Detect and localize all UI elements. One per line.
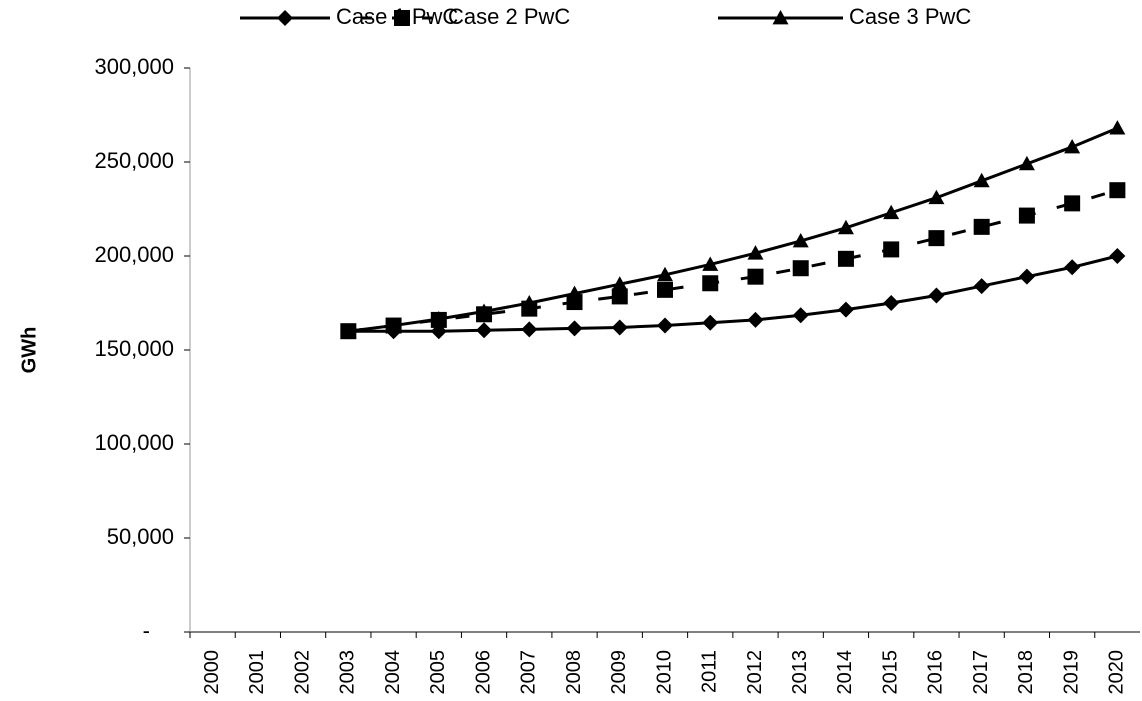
legend-label: Case 3 PwC xyxy=(849,4,971,29)
legend-label: Case 2 PwC xyxy=(448,4,570,29)
x-tick-label: 2020 xyxy=(1106,650,1128,695)
series-line xyxy=(348,126,1118,333)
marker-square xyxy=(611,288,628,305)
x-tick-label: 2019 xyxy=(1060,650,1082,695)
y-tick-label: 50,000 xyxy=(107,524,174,549)
marker-square xyxy=(702,275,719,292)
y-tick-label: 150,000 xyxy=(94,336,174,361)
marker-diamond xyxy=(657,317,673,334)
marker-triangle xyxy=(883,204,900,220)
marker-triangle xyxy=(772,10,789,25)
x-tick-label: 2007 xyxy=(518,650,540,695)
marker-triangle xyxy=(1064,138,1081,154)
x-tick-label: 2013 xyxy=(789,650,811,695)
x-tick-label: 2016 xyxy=(925,650,947,695)
marker-diamond xyxy=(883,295,900,311)
series-line xyxy=(348,188,1118,333)
marker-diamond xyxy=(1018,268,1035,285)
x-tick-label: 2001 xyxy=(246,650,268,695)
marker-square xyxy=(1018,207,1035,224)
marker-triangle xyxy=(747,245,764,260)
marker-square xyxy=(1109,182,1126,199)
marker-diamond xyxy=(973,278,990,295)
y-tick-label: - xyxy=(143,618,150,643)
y-tick-label: 250,000 xyxy=(94,148,174,173)
marker-triangle xyxy=(1109,120,1126,135)
marker-diamond xyxy=(792,307,809,324)
marker-triangle xyxy=(476,303,493,318)
x-tick-label: 2002 xyxy=(291,650,313,695)
marker-diamond xyxy=(476,322,493,339)
x-tick-label: 2008 xyxy=(563,650,585,695)
marker-diamond xyxy=(611,319,628,336)
x-tick-label: 2004 xyxy=(382,650,404,695)
x-tick-label: 2018 xyxy=(1015,650,1037,695)
marker-triangle xyxy=(521,295,538,310)
x-tick-label: 2005 xyxy=(427,650,449,695)
x-tick-label: 2012 xyxy=(744,650,766,695)
series-line xyxy=(348,254,1118,333)
marker-triangle xyxy=(928,189,945,205)
x-tick-label: 2015 xyxy=(879,650,901,695)
marker-triangle xyxy=(1018,155,1035,171)
marker-square xyxy=(747,268,764,285)
marker-triangle xyxy=(657,266,673,282)
x-tick-label: 2003 xyxy=(337,650,359,695)
marker-square xyxy=(394,10,410,26)
marker-diamond xyxy=(1064,259,1081,276)
marker-diamond xyxy=(747,311,764,328)
x-tick-label: 2009 xyxy=(608,650,630,695)
x-tick-label: 2000 xyxy=(201,650,223,695)
marker-triangle xyxy=(385,317,402,332)
marker-diamond xyxy=(566,320,583,337)
marker-diamond xyxy=(702,314,719,331)
marker-square xyxy=(928,230,945,247)
marker-triangle xyxy=(792,232,809,248)
marker-square xyxy=(837,250,854,267)
marker-diamond xyxy=(1109,248,1126,264)
marker-square xyxy=(973,218,990,235)
marker-square xyxy=(792,260,809,277)
marker-square xyxy=(1064,195,1081,212)
marker-triangle xyxy=(837,219,854,235)
y-axis-label: GWh xyxy=(18,327,40,374)
marker-triangle xyxy=(430,310,447,326)
marker-triangle xyxy=(340,323,357,338)
marker-triangle xyxy=(611,276,628,291)
marker-diamond xyxy=(277,10,293,26)
marker-diamond xyxy=(521,321,538,338)
x-tick-label: 2011 xyxy=(699,650,721,693)
marker-square xyxy=(883,241,900,258)
y-tick-label: 100,000 xyxy=(94,430,174,455)
x-tick-label: 2006 xyxy=(472,650,494,695)
x-tick-label: 2017 xyxy=(970,650,992,695)
marker-diamond xyxy=(837,301,854,318)
marker-triangle xyxy=(566,285,583,300)
marker-triangle xyxy=(702,256,719,271)
marker-diamond xyxy=(928,287,945,304)
x-tick-label: 2010 xyxy=(653,650,675,695)
marker-triangle xyxy=(973,172,990,188)
y-tick-label: 300,000 xyxy=(94,54,174,79)
marker-square xyxy=(657,281,673,298)
x-tick-label: 2014 xyxy=(834,650,856,695)
y-tick-label: 200,000 xyxy=(94,242,174,267)
